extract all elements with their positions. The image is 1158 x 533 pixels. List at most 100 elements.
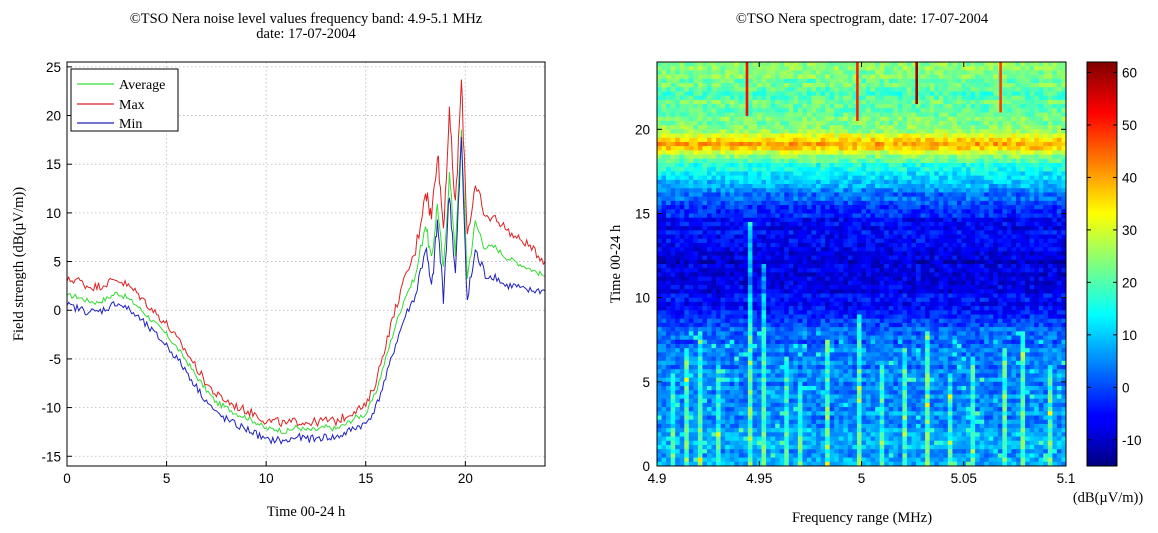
spectrogram-cell [825,167,830,172]
spectrogram-cell [734,256,739,261]
spectrogram-cell [830,256,835,261]
spectrogram-cell [766,159,771,164]
spectrogram-cell [802,125,807,130]
spectrogram-cell [680,87,685,92]
spectrogram-cell [734,70,739,75]
spectrogram-cell [752,176,757,181]
spectrogram-cell [798,146,803,151]
spectrogram-cell [971,285,976,290]
spectrogram-cell [889,100,894,105]
spectrogram-cell [730,176,735,181]
spectrogram-cell [1002,214,1007,219]
spectrogram-cell [1034,176,1039,181]
spectrogram-cell [1021,209,1026,214]
spectrogram-cell [839,214,844,219]
spectrogram-cell [866,138,871,143]
spectrogram-cell [1016,167,1021,172]
spectrogram-cell [807,281,812,286]
spectrogram-cell [943,205,948,210]
spectrogram-cell [871,281,876,286]
spectrogram-cell [1007,260,1012,265]
spectrogram-cell [716,226,721,231]
spectrogram-cell [852,146,857,151]
spectrogram-cell [1043,205,1048,210]
spectrogram-cell [739,163,744,168]
spectrogram-cell [793,171,798,176]
spectrogram-cell [1007,100,1012,105]
spectrogram-cell [843,167,848,172]
spectrogram-cell [866,205,871,210]
spectrogram-cell [916,171,921,176]
spectrogram-cell [884,163,889,168]
spectrogram-cell [898,96,903,101]
spectrogram-cell [712,230,717,235]
spectrogram-cell [666,70,671,75]
spectrogram-cell [871,277,876,282]
spectrogram-cell [916,129,921,134]
spectrogram-cell [989,167,994,172]
spectrogram-cell [757,277,762,282]
spectrogram-cell [957,180,962,185]
spectrogram-cell [707,235,712,240]
spectrogram-cell [961,281,966,286]
spectrogram-cell [843,83,848,88]
spectrogram-cell [662,66,667,71]
spectrogram-cell [666,222,671,227]
spectrogram-cell [702,167,707,172]
spectrogram-cell [998,150,1003,155]
spectrogram-cell [689,171,694,176]
spectrogram-cell [925,192,930,197]
spectrogram-cell [907,176,912,181]
spectrogram-cell [1030,70,1035,75]
spectrogram-cell [712,134,717,139]
spectrogram-cell [816,104,821,109]
spectrogram-cell [762,281,767,286]
spectrogram-cell [657,100,662,105]
spectrogram-cell [689,180,694,185]
spectrogram-cell [871,66,876,71]
spectrogram-cell [671,264,676,269]
spectrogram-cell [812,260,817,265]
spectrogram-cell [925,125,930,130]
spectrogram-cell [662,163,667,168]
spectrogram-cell [916,222,921,227]
spectrogram-cell [1057,171,1062,176]
spectrogram-cell [1048,62,1053,67]
spectrogram-cell [1025,83,1030,88]
spectrogram-cell [875,134,880,139]
spectrogram-cell [993,129,998,134]
spectrogram-cell [843,75,848,80]
spectrogram-cell [775,113,780,118]
spectrogram-cell [1030,281,1035,286]
spectrogram-cell [993,163,998,168]
spectrogram-cell [721,167,726,172]
spectrogram-cell [780,108,785,113]
spectrogram-cell [789,239,794,244]
spectrogram-cell [725,113,730,118]
spectrogram-cell [902,247,907,252]
spectrogram-cell [748,62,753,67]
spectrogram-cell [675,150,680,155]
spectrogram-cell [1030,260,1035,265]
spectrogram-cell [689,79,694,84]
spectrogram-cell [984,218,989,223]
spectrogram-cell [971,113,976,118]
spectrogram-cell [980,159,985,164]
spectrogram-cell [812,129,817,134]
spectrogram-cell [793,142,798,147]
spectrogram-cell [707,209,712,214]
spectrogram-cell [1021,163,1026,168]
spectrogram-cell [821,188,826,193]
spectrogram-cell [939,159,944,164]
spectrogram-cell [907,91,912,96]
spectrogram-cell [839,235,844,240]
spectrogram-cell [684,222,689,227]
spectrogram-cell [893,96,898,101]
spectrogram-cell [807,113,812,118]
spectrogram-cell [871,125,876,130]
spectrogram-cell [743,277,748,282]
spectrogram-cell [898,176,903,181]
spectrogram-cell [907,268,912,273]
spectrogram-cell [884,235,889,240]
spectrogram-cell [875,256,880,261]
